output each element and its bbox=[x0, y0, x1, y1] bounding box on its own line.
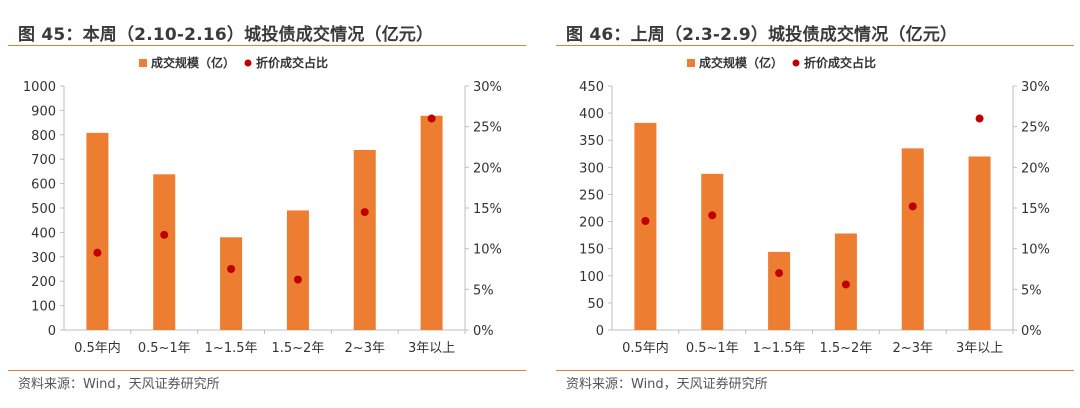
y-tick-label-left: 200 bbox=[31, 275, 56, 290]
y-tick-label-left: 0 bbox=[48, 324, 56, 339]
point bbox=[93, 248, 102, 257]
point bbox=[227, 265, 236, 273]
point bbox=[360, 208, 369, 217]
chart-title: 图 46：上周（2.3-2.9）城投债成交情况（亿元） bbox=[566, 25, 958, 45]
x-tick-label: 1~1.5年 bbox=[205, 341, 258, 356]
title-divider bbox=[556, 45, 1074, 46]
point bbox=[708, 211, 717, 220]
y-tick-label-left: 100 bbox=[31, 300, 56, 315]
y-tick-label-right: 20% bbox=[473, 161, 502, 176]
bar-chart-last-week: 成交规模（亿） 折价成交占比 0 50 100 150 200 250 300 350 400 450… bbox=[579, 55, 1050, 356]
point bbox=[293, 275, 302, 284]
x-tick-label: 3年以上 bbox=[408, 341, 455, 356]
y-tick-label-left: 300 bbox=[31, 251, 56, 266]
y-tick-label-left: 400 bbox=[579, 107, 604, 122]
chart-panel-left: 图 45：本周（2.10-2.16）城投债成交情况（亿元） 成交规模（亿） 折价成… bbox=[0, 0, 526, 408]
source-divider bbox=[8, 370, 526, 371]
y-tick-label-left: 150 bbox=[579, 243, 604, 258]
y-tick-label-left: 800 bbox=[31, 129, 56, 144]
legend-label: 成交规模（亿） bbox=[699, 55, 783, 70]
y-tick-label-right: 30% bbox=[1021, 80, 1050, 95]
bar bbox=[153, 174, 176, 330]
y-tick-label-right: 25% bbox=[1021, 121, 1050, 136]
bar bbox=[353, 149, 376, 330]
y-tick-label-left: 350 bbox=[579, 134, 604, 149]
bar bbox=[86, 132, 109, 330]
y-tick-label-left: 500 bbox=[31, 202, 56, 217]
point bbox=[908, 202, 917, 211]
point bbox=[160, 230, 169, 239]
x-tick-label: 1.5~2年 bbox=[271, 341, 324, 356]
point bbox=[427, 114, 436, 123]
y-tick-label-right: 5% bbox=[473, 283, 494, 298]
bar bbox=[220, 237, 243, 330]
bar bbox=[634, 122, 657, 330]
y-tick-label-left: 100 bbox=[579, 270, 604, 285]
point bbox=[641, 217, 650, 226]
y-tick-label-left: 300 bbox=[579, 161, 604, 176]
y-tick-label-right: 5% bbox=[1021, 283, 1042, 298]
y-tick-label-right: 0% bbox=[1021, 324, 1042, 339]
y-tick-label-right: 0% bbox=[473, 324, 494, 339]
bar bbox=[420, 115, 443, 330]
title-divider bbox=[8, 45, 526, 46]
point bbox=[775, 269, 784, 278]
bar bbox=[968, 156, 991, 330]
x-tick-label: 2~3年 bbox=[893, 341, 933, 356]
chart-panel-right: 图 46：上周（2.3-2.9）城投债成交情况（亿元） 成交规模（亿） 折价成交占… bbox=[548, 0, 1074, 408]
x-tick-label: 0.5年内 bbox=[622, 340, 669, 356]
y-tick-label-left: 900 bbox=[31, 104, 56, 119]
y-tick-label-left: 600 bbox=[31, 178, 56, 193]
source-divider bbox=[556, 370, 1074, 371]
y-tick-label-left: 50 bbox=[587, 297, 604, 312]
legend-label: 折价成交占比 bbox=[804, 55, 876, 70]
bar bbox=[286, 210, 309, 330]
y-tick-label-right: 10% bbox=[1021, 243, 1050, 258]
y-tick-label-right: 10% bbox=[473, 243, 502, 258]
y-tick-label-left: 400 bbox=[31, 226, 56, 241]
legend: 成交规模（亿） 折价成交占比 bbox=[139, 55, 328, 70]
bar bbox=[901, 148, 924, 330]
x-tick-label: 0.5~1年 bbox=[138, 341, 191, 356]
legend-swatch-bar bbox=[687, 59, 695, 67]
y-tick-label-right: 30% bbox=[473, 80, 502, 95]
y-tick-label-left: 250 bbox=[579, 188, 604, 203]
source-note: 资料来源：Wind，天风证券研究所 bbox=[18, 377, 220, 392]
y-tick-label-left: 200 bbox=[579, 216, 604, 231]
x-tick-label: 1.5~2年 bbox=[819, 341, 872, 356]
chart-title: 图 45：本周（2.10-2.16）城投债成交情况（亿元） bbox=[18, 25, 434, 45]
y-tick-label-left: 0 bbox=[596, 324, 604, 339]
x-tick-label: 1~1.5年 bbox=[753, 341, 806, 356]
y-tick-label-left: 1000 bbox=[23, 80, 56, 95]
legend-label: 成交规模（亿） bbox=[151, 55, 235, 70]
x-tick-label: 3年以上 bbox=[956, 341, 1003, 356]
x-tick-label: 0.5~1年 bbox=[686, 341, 739, 356]
y-tick-label-left: 450 bbox=[579, 80, 604, 95]
x-tick-label: 0.5年内 bbox=[74, 340, 121, 356]
point bbox=[841, 280, 850, 289]
y-tick-label-right: 20% bbox=[1021, 161, 1050, 176]
source-note: 资料来源：Wind，天风证券研究所 bbox=[566, 377, 768, 392]
y-tick-label-right: 25% bbox=[473, 121, 502, 136]
y-tick-label-left: 700 bbox=[31, 153, 56, 168]
y-tick-label-right: 15% bbox=[473, 202, 502, 217]
bar bbox=[701, 173, 724, 330]
point bbox=[975, 114, 984, 123]
bar-chart-this-week: 成交规模（亿） 折价成交占比 0 100 200 300 400 500 600 700 800 90… bbox=[23, 55, 502, 356]
legend-swatch-bar bbox=[139, 59, 147, 67]
legend-swatch-dot bbox=[244, 59, 252, 67]
legend-swatch-dot bbox=[792, 59, 800, 67]
y-tick-label-right: 15% bbox=[1021, 202, 1050, 217]
legend: 成交规模（亿） 折价成交占比 bbox=[687, 55, 876, 70]
x-tick-label: 2~3年 bbox=[345, 341, 385, 356]
bar bbox=[768, 251, 791, 330]
legend-label: 折价成交占比 bbox=[256, 55, 328, 70]
